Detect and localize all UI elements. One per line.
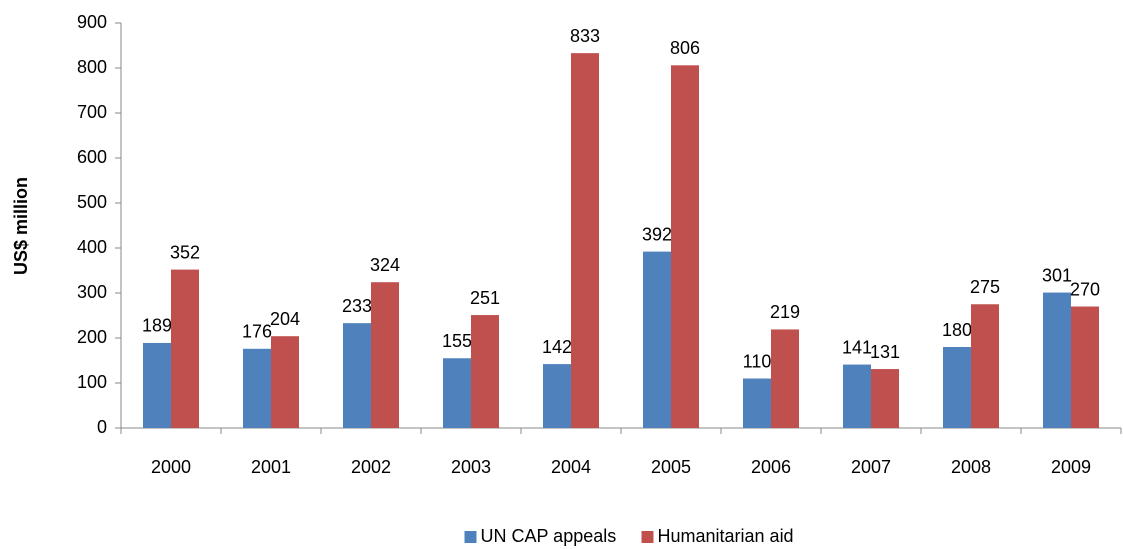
bar <box>1071 306 1099 428</box>
data-label: 251 <box>470 288 500 308</box>
x-tick-label: 2004 <box>551 457 591 477</box>
legend-swatch <box>464 531 477 543</box>
legend-swatch <box>641 531 654 543</box>
bar <box>443 358 471 428</box>
data-label: 806 <box>670 38 700 58</box>
bar <box>243 348 271 428</box>
data-label: 392 <box>642 224 672 244</box>
bar <box>543 364 571 428</box>
y-tick-label: 800 <box>77 57 107 77</box>
data-label: 131 <box>870 342 900 362</box>
y-tick-label: 500 <box>77 192 107 212</box>
y-tick-label: 600 <box>77 147 107 167</box>
data-label: 324 <box>370 255 400 275</box>
bar <box>471 315 499 428</box>
bar <box>871 369 899 428</box>
bar <box>971 304 999 428</box>
data-label: 270 <box>1070 279 1100 299</box>
data-label: 176 <box>242 322 272 342</box>
data-label: 833 <box>570 26 600 46</box>
legend-label: Humanitarian aid <box>658 526 794 546</box>
x-tick-label: 2000 <box>151 457 191 477</box>
bar <box>571 53 599 429</box>
bar <box>743 378 771 428</box>
x-tick-label: 2002 <box>351 457 391 477</box>
x-tick-label: 2009 <box>1051 457 1091 477</box>
y-tick-label: 700 <box>77 102 107 122</box>
data-label: 233 <box>342 296 372 316</box>
data-label: 301 <box>1042 265 1072 285</box>
bar <box>171 269 199 428</box>
bar <box>943 347 971 428</box>
data-label: 189 <box>142 316 172 336</box>
y-tick-label: 0 <box>97 417 107 437</box>
data-label: 352 <box>170 242 200 262</box>
y-axis-label: US$ million <box>11 177 31 275</box>
data-label: 142 <box>542 337 572 357</box>
bar <box>343 323 371 428</box>
bar <box>371 282 399 428</box>
x-tick-label: 2001 <box>251 457 291 477</box>
bar <box>671 65 699 429</box>
data-label: 110 <box>743 351 772 371</box>
x-tick-label: 2007 <box>851 457 891 477</box>
bar <box>643 251 671 428</box>
bar <box>271 336 299 428</box>
bar <box>143 342 171 428</box>
y-tick-label: 300 <box>77 282 107 302</box>
bar <box>843 364 871 428</box>
y-tick-label: 400 <box>77 237 107 257</box>
y-tick-label: 900 <box>77 12 107 32</box>
x-tick-label: 2003 <box>451 457 491 477</box>
data-label: 155 <box>442 331 472 351</box>
data-label: 180 <box>942 320 972 340</box>
legend-label: UN CAP appeals <box>481 526 617 546</box>
y-tick-label: 100 <box>77 372 107 392</box>
x-tick-label: 2008 <box>951 457 991 477</box>
data-label: 219 <box>770 302 800 322</box>
x-tick-label: 2005 <box>651 457 691 477</box>
data-label: 275 <box>970 277 1000 297</box>
data-label: 141 <box>842 337 872 357</box>
bar <box>1043 292 1071 428</box>
data-label: 204 <box>270 309 300 329</box>
y-tick-label: 200 <box>77 327 107 347</box>
x-tick-label: 2006 <box>751 457 791 477</box>
bar <box>771 329 799 428</box>
